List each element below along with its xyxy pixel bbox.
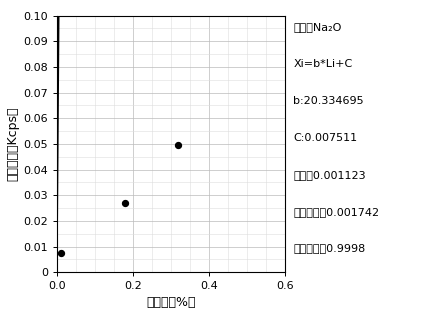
Point (57, 250, 64, 255)
Text: b:20.334695: b:20.334695 (293, 96, 364, 106)
Point (175, 143, 182, 148)
Y-axis label: 测量强度（Kcps）: 测量强度（Kcps） (6, 107, 19, 181)
X-axis label: 标准値（%）: 标准値（%） (146, 295, 196, 309)
Text: Xi=b*Li+C: Xi=b*Li+C (293, 59, 353, 69)
Text: 组分：Na₂O: 组分：Na₂O (293, 22, 342, 32)
Point (122, 201, 129, 206)
Text: C:0.007511: C:0.007511 (293, 133, 357, 143)
Text: 相关系数：0.9998: 相关系数：0.9998 (293, 244, 366, 254)
Text: 精确度0.001123: 精确度0.001123 (293, 170, 366, 180)
Text: 最大偏差：0.001742: 最大偏差：0.001742 (293, 207, 380, 217)
